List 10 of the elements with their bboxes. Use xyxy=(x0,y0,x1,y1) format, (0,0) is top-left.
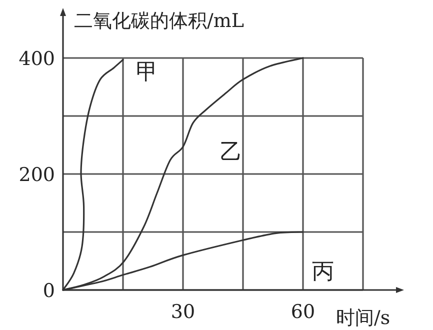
y-tick-label: 200 xyxy=(18,164,55,186)
x-tick-label: 30 xyxy=(170,301,196,323)
y-tick-label: 0 xyxy=(42,280,55,302)
x-tick-label: 60 xyxy=(290,301,316,323)
series-label: 甲 xyxy=(136,60,158,85)
series-label: 丙 xyxy=(312,259,334,284)
y-axis-title: 二氧化碳的体积/mL xyxy=(74,10,244,32)
x-axis-title: 时间/s xyxy=(336,307,390,329)
series-label: 乙 xyxy=(220,140,242,165)
y-tick-label: 400 xyxy=(18,48,55,70)
